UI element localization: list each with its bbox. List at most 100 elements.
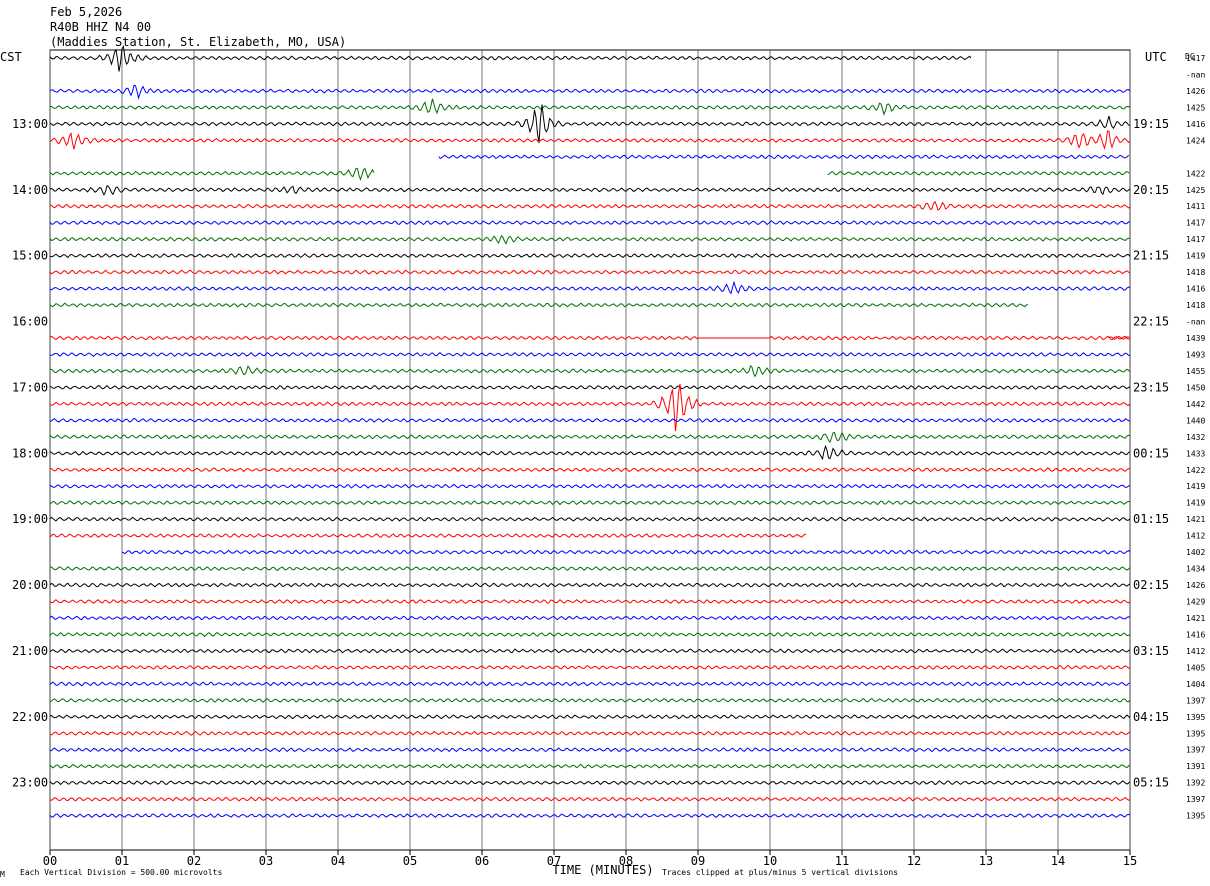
seismic-trace	[49, 269, 1131, 275]
x-tick-label: 05	[403, 854, 417, 868]
right-axis-label: UTC	[1145, 50, 1167, 64]
seismic-trace	[49, 335, 1131, 341]
right-time-label: 04:15	[1133, 710, 1169, 724]
x-tick-label: 10	[763, 854, 777, 868]
seismic-trace	[49, 615, 1131, 621]
x-tick-label: 13	[979, 854, 993, 868]
dc-value: 1434	[1186, 565, 1205, 574]
dc-value: 1417	[1186, 219, 1205, 228]
seismic-trace	[49, 384, 1131, 432]
x-tick-label: 01	[115, 854, 129, 868]
seismic-trace	[49, 796, 1131, 802]
dc-value: 1455	[1186, 367, 1205, 376]
dc-value: 1397	[1186, 696, 1205, 705]
dc-value: 1425	[1186, 103, 1205, 112]
right-time-label: 05:15	[1133, 776, 1169, 790]
seismic-trace	[49, 384, 1131, 390]
x-tick-label: 00	[43, 854, 57, 868]
left-time-label: 20:00	[12, 578, 48, 592]
left-time-label: 13:00	[12, 117, 48, 131]
header-channel: R40B HHZ N4 00	[50, 20, 152, 34]
seismic-trace	[49, 533, 807, 539]
x-tick-label: 07	[547, 854, 561, 868]
right-time-label: 22:15	[1133, 315, 1169, 329]
dc-value: 1417	[1186, 235, 1205, 244]
dc-value: 1416	[1186, 630, 1205, 639]
dc-value: 1422	[1186, 466, 1205, 475]
x-tick-label: 08	[619, 854, 633, 868]
seismic-trace	[49, 444, 1131, 461]
seismic-trace	[121, 549, 1131, 555]
header-station: (Maddies Station, St. Elizabeth, MO, USA…	[50, 35, 347, 49]
seismic-trace	[49, 483, 1131, 489]
dc-value: 1432	[1186, 433, 1205, 442]
x-tick-label: 09	[691, 854, 705, 868]
dc-label: DC	[1185, 52, 1195, 61]
seismic-trace	[49, 365, 1131, 378]
seismic-trace	[49, 747, 1131, 753]
dc-value: 1422	[1186, 169, 1205, 178]
dc-value: 1426	[1186, 581, 1205, 590]
dc-value: 1411	[1186, 202, 1205, 211]
dc-value: 1421	[1186, 515, 1205, 524]
seismic-trace	[49, 500, 1131, 506]
left-axis-label: CST	[0, 50, 22, 64]
seismic-trace	[49, 44, 972, 72]
footer-logo: M	[0, 870, 5, 879]
seismic-trace	[49, 98, 1131, 117]
plot-frame	[49, 49, 1131, 851]
seismic-trace	[49, 130, 1131, 151]
seismic-trace	[49, 664, 1131, 670]
dc-value: 1419	[1186, 499, 1205, 508]
dc-value: 1416	[1186, 285, 1205, 294]
dc-value: 1397	[1186, 746, 1205, 755]
seismic-trace	[49, 763, 1131, 769]
seismic-trace	[49, 302, 1029, 308]
clip-note: Traces clipped at plus/minus 5 vertical …	[662, 868, 898, 877]
dc-value: 1426	[1186, 87, 1205, 96]
dc-value: 1405	[1186, 663, 1205, 672]
dc-value: 1412	[1186, 647, 1205, 656]
seismic-trace	[49, 566, 1131, 572]
seismic-trace	[827, 170, 1130, 176]
seismic-trace	[49, 813, 1131, 819]
dc-value: 1397	[1186, 795, 1205, 804]
x-tick-label: 06	[475, 854, 489, 868]
seismic-trace	[49, 417, 1131, 423]
scale-note: Each Vertical Division = 500.00 microvol…	[20, 868, 222, 877]
dc-value: 1439	[1186, 334, 1205, 343]
seismic-trace	[49, 104, 1131, 144]
plot-grid	[49, 49, 1131, 855]
seismic-trace	[49, 516, 1131, 522]
dc-value: 1440	[1186, 416, 1205, 425]
seismic-trace	[49, 253, 1131, 259]
dc-value: -nan	[1186, 318, 1205, 327]
left-time-label: 22:00	[12, 710, 48, 724]
seismic-trace	[49, 730, 1131, 736]
right-time-label: 02:15	[1133, 578, 1169, 592]
right-time-label: 03:15	[1133, 644, 1169, 658]
seismic-trace	[49, 697, 1131, 703]
dc-value: 1418	[1186, 268, 1205, 277]
seismic-trace	[49, 185, 1131, 196]
right-time-label: 19:15	[1133, 117, 1169, 131]
left-time-label: 19:00	[12, 512, 48, 526]
x-axis-title: TIME (MINUTES)	[552, 863, 653, 877]
dc-value: 1412	[1186, 532, 1205, 541]
right-time-label: 21:15	[1133, 249, 1169, 263]
left-time-label: 14:00	[12, 183, 48, 197]
seismic-trace	[49, 631, 1131, 637]
dc-value: 1433	[1186, 449, 1205, 458]
dc-value: 1450	[1186, 383, 1205, 392]
seismic-trace	[49, 582, 1131, 588]
x-tick-label: 14	[1051, 854, 1065, 868]
seismic-trace	[49, 220, 1131, 226]
seismic-trace	[49, 648, 1131, 654]
dc-value: 1395	[1186, 729, 1205, 738]
dc-value: 1416	[1186, 120, 1205, 129]
axis-labels: 00 01 02 03 04 05 06 07 08 09 10 11 12 13 14 15 CST UTC DC…	[0, 50, 1205, 879]
left-time-label: 15:00	[12, 249, 48, 263]
x-tick-label: 11	[835, 854, 849, 868]
left-time-label: 16:00	[12, 315, 48, 329]
